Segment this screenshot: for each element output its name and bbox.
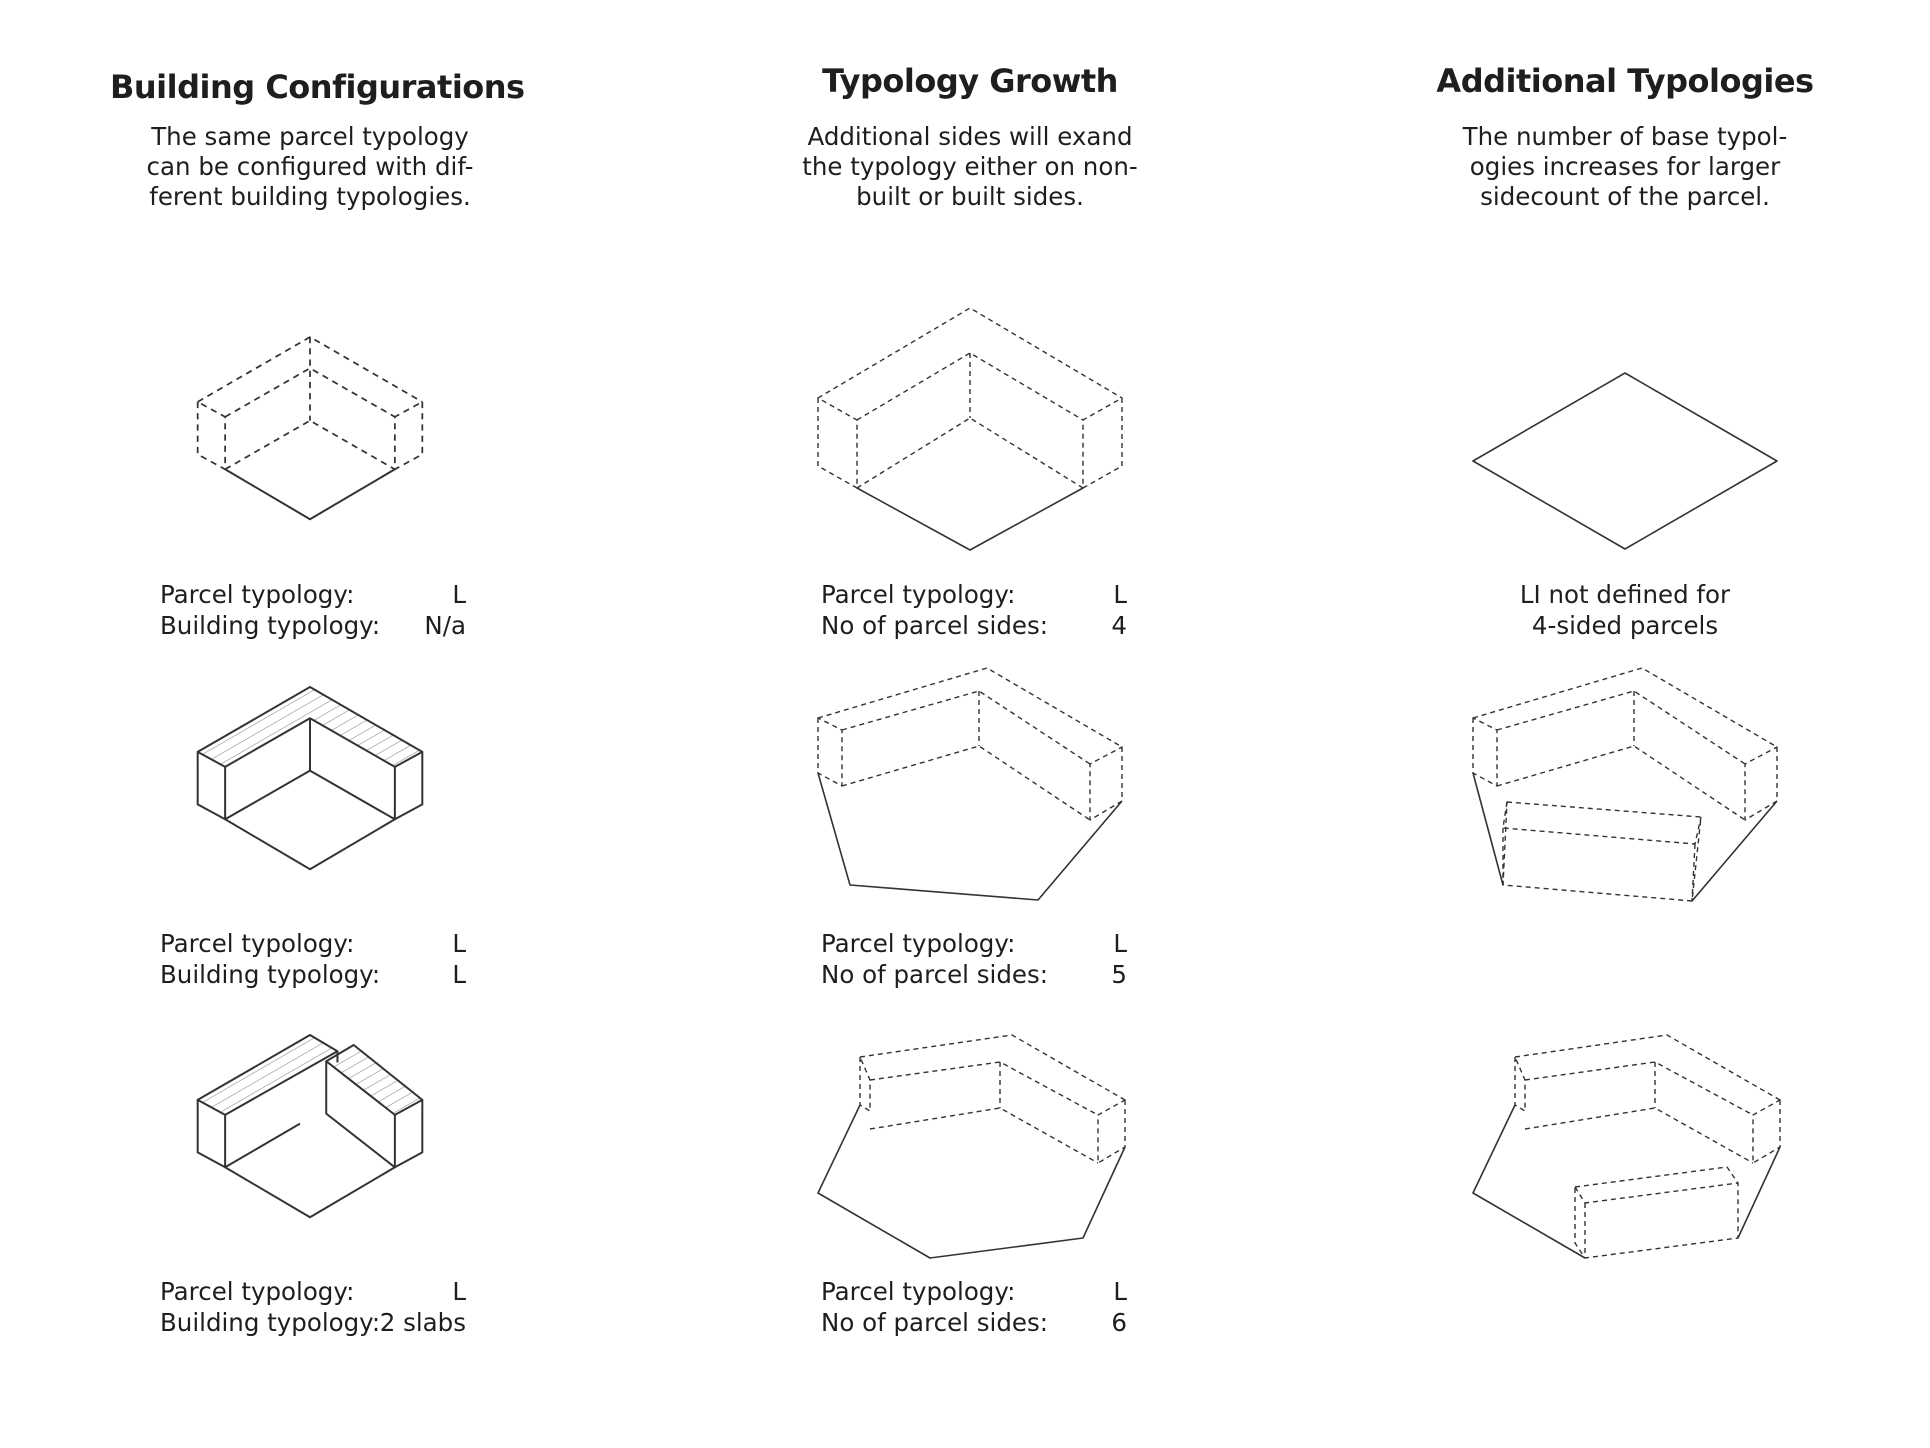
- figure-additional-row2: [1472, 667, 1778, 902]
- parcel-typology-value: L: [1113, 580, 1127, 609]
- column-additional-typologies: Additional Typologies The number of base…: [1425, 62, 1825, 212]
- column-description: The same parcel typology can be configur…: [110, 122, 510, 212]
- parcel-typology-label: Parcel typology:: [821, 929, 1016, 958]
- description-line: ferent building typologies.: [149, 182, 471, 211]
- description-line: Additional sides will exand: [807, 122, 1133, 151]
- description-line: can be configured with dif-: [146, 152, 474, 181]
- growth-caption-row1: Parcel typology: L No of parcel sides: 4: [821, 579, 1127, 641]
- note-line: 4-sided parcels: [1531, 611, 1719, 640]
- additional-note: LI not defined for 4-sided parcels: [1475, 579, 1775, 641]
- building-typology-label: Building typology:: [160, 960, 381, 989]
- figure-growth-row1: [817, 307, 1123, 551]
- figure-config-row2: [196, 686, 424, 871]
- figure-growth-row2: [817, 667, 1123, 901]
- parcel-typology-value: L: [1113, 929, 1127, 958]
- config-caption-row3: Parcel typology: L Building typology: 2 …: [160, 1276, 466, 1338]
- description-line: The number of base typol-: [1462, 122, 1788, 151]
- building-typology-value: N/a: [424, 611, 466, 640]
- column-building-configurations: Building Configurations The same parcel …: [110, 68, 525, 212]
- parcel-sides-value: 6: [1111, 1308, 1127, 1337]
- parcel-typology-label: Parcel typology:: [160, 929, 355, 958]
- column-title: Additional Typologies: [1436, 62, 1814, 100]
- description-line: sidecount of the parcel.: [1480, 182, 1770, 211]
- column-typology-growth: Typology Growth Additional sides will ex…: [770, 62, 1170, 212]
- parcel-sides-label: No of parcel sides:: [821, 960, 1048, 989]
- description-line: ogies increases for larger: [1469, 152, 1781, 181]
- parcel-typology-label: Parcel typology:: [821, 1277, 1016, 1306]
- building-typology-label: Building typology:: [160, 611, 381, 640]
- parcel-sides-label: No of parcel sides:: [821, 1308, 1048, 1337]
- column-title: Building Configurations: [110, 68, 525, 106]
- description-line: the typology either on non-: [802, 152, 1138, 181]
- parcel-typology-value: L: [452, 1277, 466, 1306]
- parcel-sides-value: 5: [1111, 960, 1127, 989]
- parcel-typology-value: L: [452, 580, 466, 609]
- figure-config-row3: [196, 1034, 424, 1219]
- config-caption-row1: Parcel typology: L Building typology: N/…: [160, 579, 466, 641]
- column-title: Typology Growth: [822, 62, 1118, 100]
- parcel-typology-value: L: [452, 929, 466, 958]
- parcel-typology-label: Parcel typology:: [821, 580, 1016, 609]
- config-caption-row2: Parcel typology: L Building typology: L: [160, 928, 466, 990]
- building-typology-value: 2 slabs: [379, 1308, 466, 1337]
- parcel-typology-label: Parcel typology:: [160, 1277, 355, 1306]
- description-line: built or built sides.: [856, 182, 1084, 211]
- figure-additional-row1: [1472, 372, 1778, 550]
- growth-caption-row2: Parcel typology: L No of parcel sides: 5: [821, 928, 1127, 990]
- column-description: The number of base typol- ogies increase…: [1425, 122, 1825, 212]
- parcel-sides-value: 4: [1111, 611, 1127, 640]
- figure-growth-row3: [817, 1034, 1126, 1259]
- growth-caption-row3: Parcel typology: L No of parcel sides: 6: [821, 1276, 1127, 1338]
- parcel-typology-value: L: [1113, 1277, 1127, 1306]
- note-line: LI not defined for: [1519, 580, 1731, 609]
- parcel-sides-label: No of parcel sides:: [821, 611, 1048, 640]
- figure-additional-row3: [1472, 1034, 1781, 1259]
- building-typology-value: L: [452, 960, 466, 989]
- description-line: The same parcel typology: [151, 122, 469, 151]
- building-typology-label: Building typology:: [160, 1308, 381, 1337]
- figure-config-row1: [196, 336, 424, 521]
- parcel-typology-label: Parcel typology:: [160, 580, 355, 609]
- column-description: Additional sides will exand the typology…: [770, 122, 1170, 212]
